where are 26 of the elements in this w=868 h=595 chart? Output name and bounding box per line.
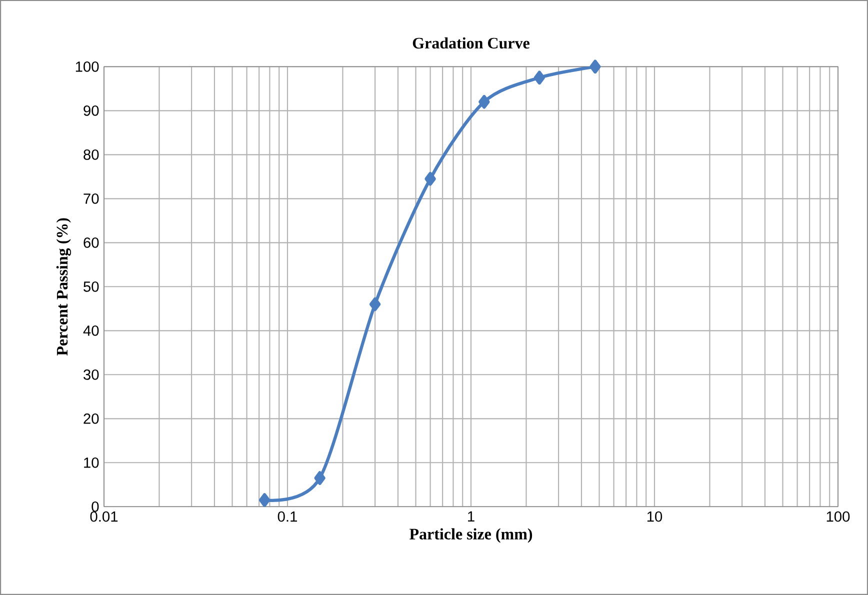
y-tick-label: 50: [84, 281, 99, 292]
y-axis-title: Percent Passing (%): [56, 218, 71, 356]
point: [258, 493, 270, 507]
x-tick-label: 0.01: [90, 511, 118, 522]
point: [478, 94, 490, 109]
point: [590, 60, 601, 74]
chart-title: Gradation Curve: [412, 37, 530, 49]
y-tick-label: 40: [83, 325, 99, 336]
y-tick-label: 80: [84, 149, 99, 160]
x-tick-label: 10: [647, 511, 662, 522]
y-tick-label: 90: [84, 105, 99, 116]
y-tick-label: 20: [84, 413, 99, 424]
y-tick-label: 10: [84, 457, 99, 468]
x-tick-label: 0.1: [278, 511, 297, 522]
y-tick-label: 100: [76, 61, 99, 72]
y-tick-label: 30: [84, 369, 99, 380]
y-tick-label: 0: [92, 501, 99, 512]
x-axis-title: Particle size (mm): [410, 528, 532, 543]
y-tick-label: 60: [84, 237, 99, 248]
x-tick-label: 1: [468, 511, 474, 522]
point: [369, 297, 381, 312]
x-tick-label: 100: [826, 511, 850, 522]
y-tick-label: 70: [84, 193, 99, 204]
point: [314, 471, 326, 485]
point: [424, 172, 436, 186]
point: [534, 70, 546, 85]
